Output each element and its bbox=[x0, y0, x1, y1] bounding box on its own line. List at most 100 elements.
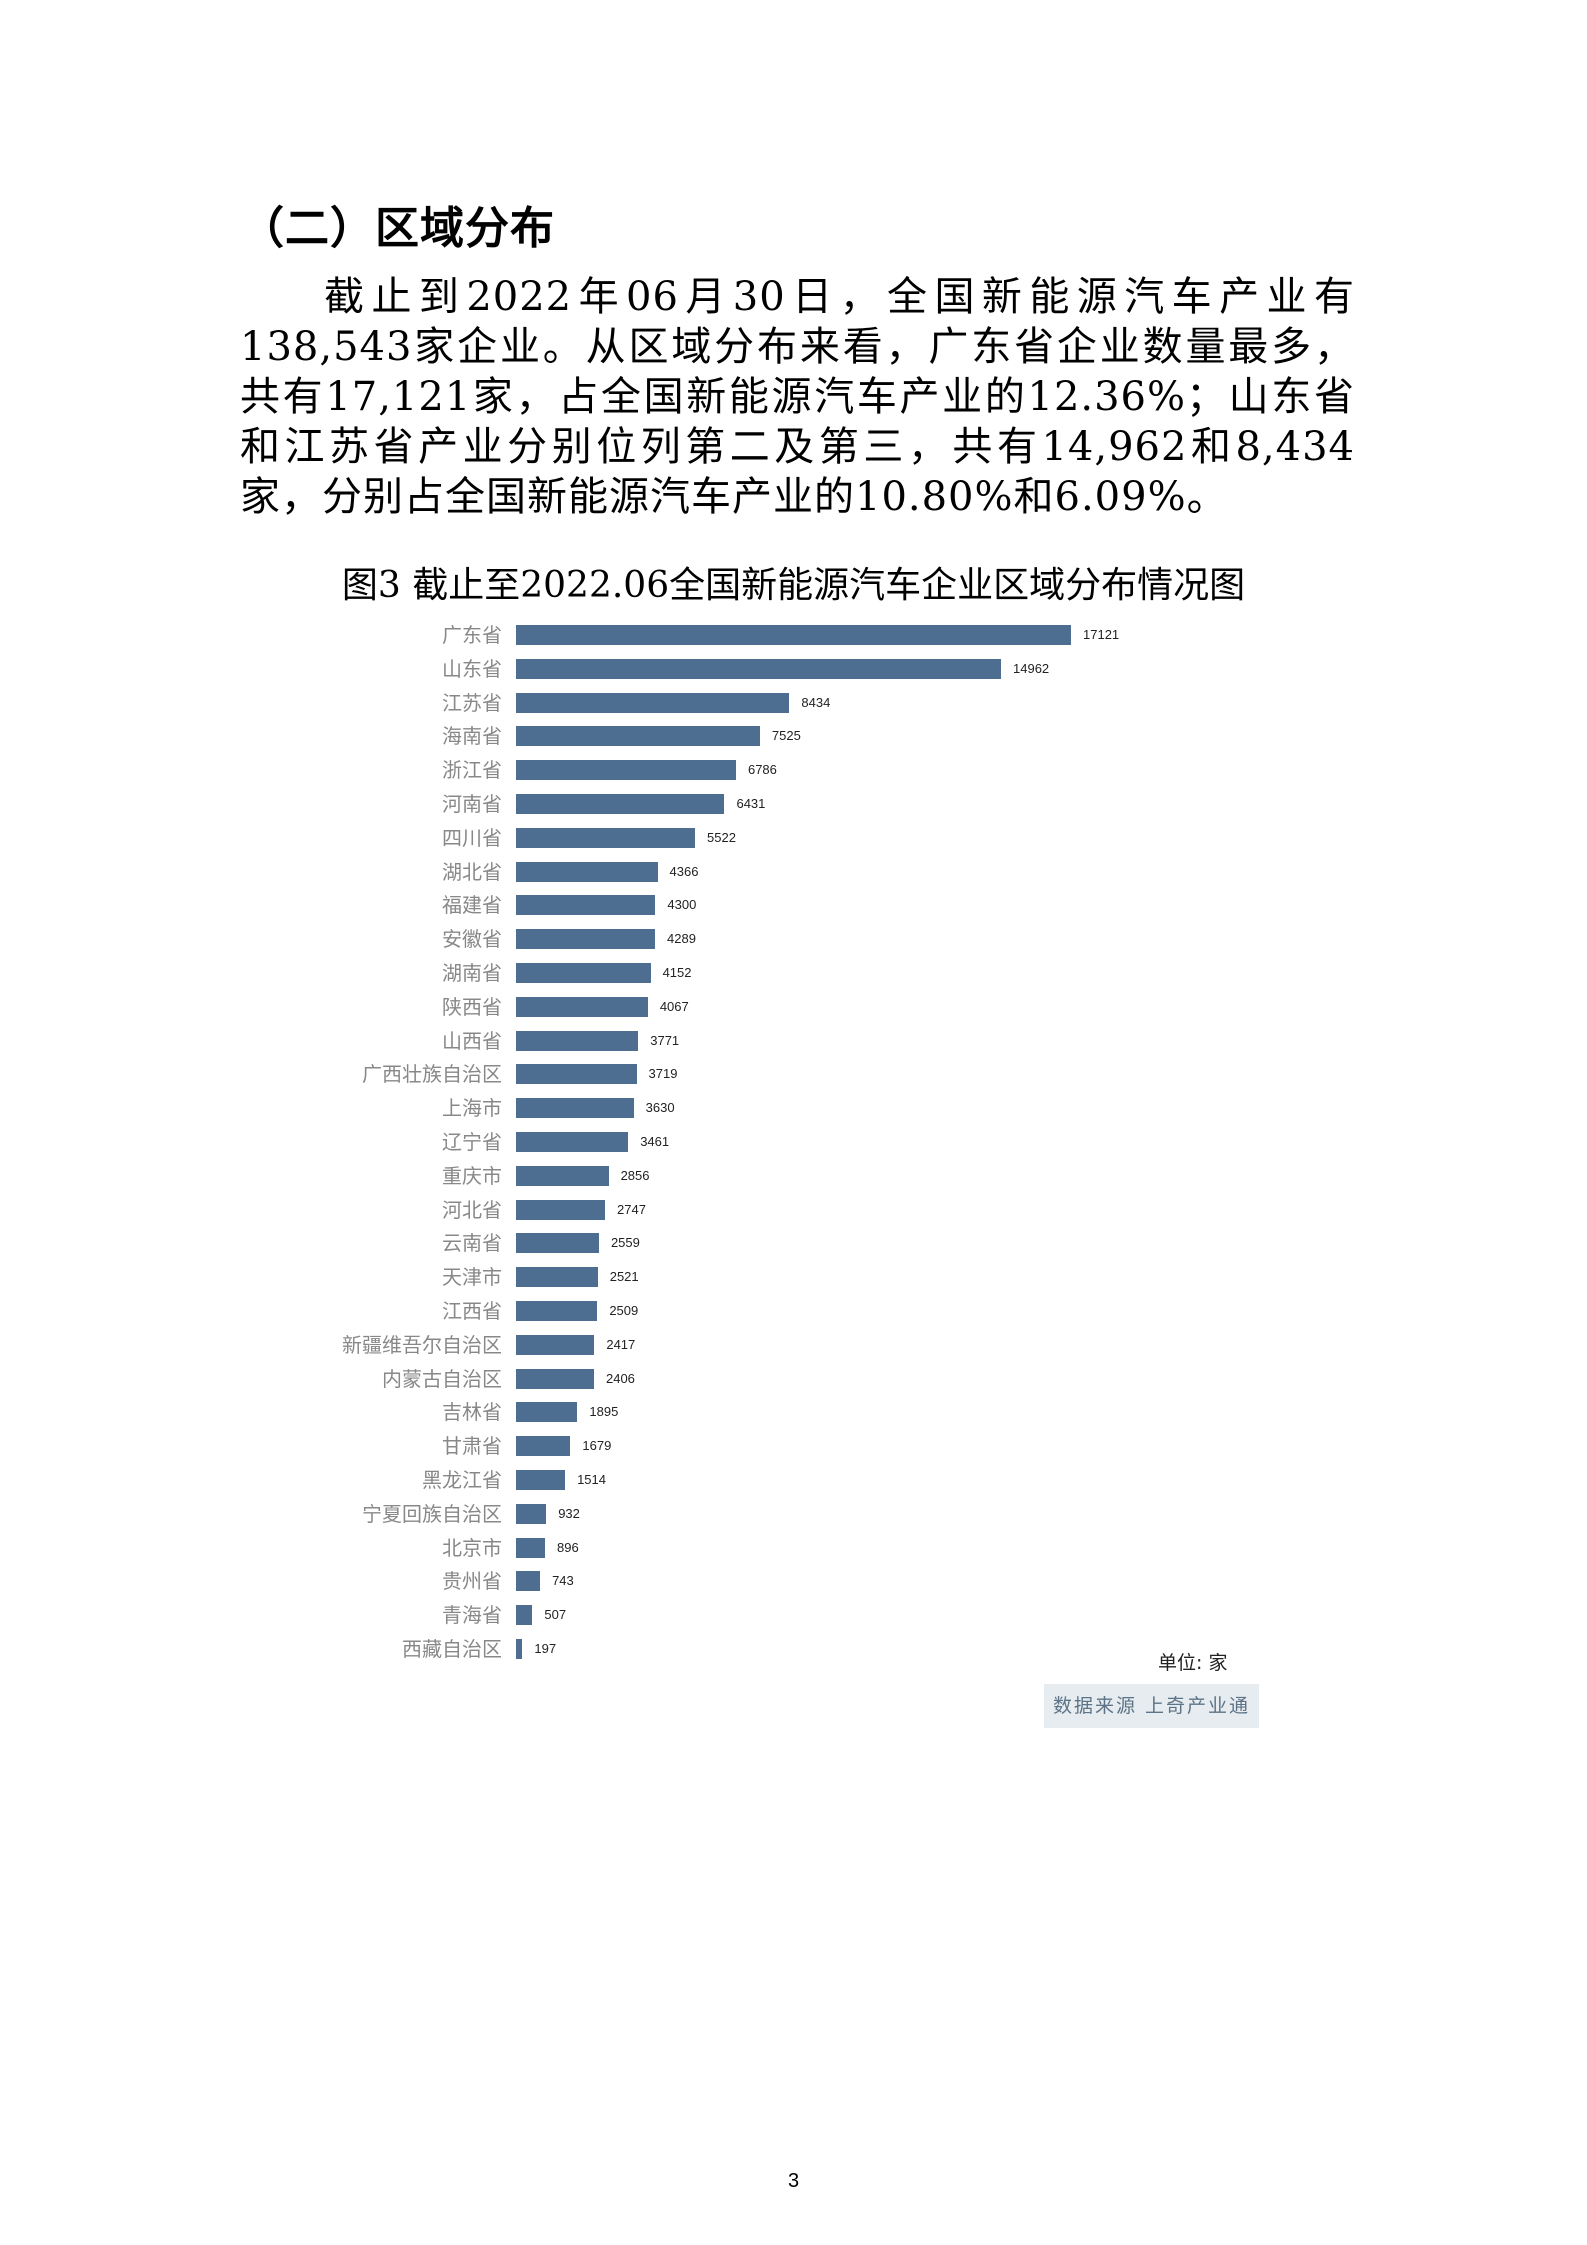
category-label: 重庆市 bbox=[442, 1163, 502, 1188]
value-label: 2521 bbox=[609, 1269, 639, 1285]
chart-row: 安徽省 4289 bbox=[0, 922, 1587, 956]
value-label: 507 bbox=[544, 1607, 567, 1623]
page-number: 3 bbox=[787, 2170, 800, 2192]
chart-row: 海南省 7525 bbox=[0, 719, 1587, 753]
chart-row: 江苏省 8434 bbox=[0, 686, 1587, 720]
value-label: 4067 bbox=[659, 998, 689, 1014]
value-label: 896 bbox=[557, 1539, 579, 1555]
bar bbox=[516, 929, 656, 950]
chart-row: 北京市 896 bbox=[0, 1531, 1587, 1565]
value-label: 17121 bbox=[1083, 627, 1120, 642]
chart-row: 河南省 6431 bbox=[0, 787, 1587, 821]
chart-row: 黑龙江省 1514 bbox=[0, 1463, 1587, 1497]
bar bbox=[516, 625, 1071, 645]
chart-row: 江西省 2509 bbox=[0, 1294, 1587, 1328]
bar bbox=[516, 963, 651, 983]
value-label: 932 bbox=[558, 1505, 580, 1521]
chart-row: 山东省 14962 bbox=[0, 652, 1587, 686]
value-label: 2417 bbox=[606, 1336, 636, 1352]
bar bbox=[516, 658, 1001, 679]
value-label: 6786 bbox=[747, 762, 777, 778]
value-label: 8434 bbox=[801, 694, 831, 710]
value-label: 3719 bbox=[648, 1066, 678, 1082]
category-label: 上海市 bbox=[442, 1096, 502, 1121]
body-paragraph: 截止到2022年06月30日，全国新能源汽车产业有138,543家企业。从区域分… bbox=[240, 274, 1355, 520]
bar bbox=[516, 895, 656, 916]
bar bbox=[516, 1402, 578, 1423]
value-label: 197 bbox=[534, 1641, 557, 1656]
chart-row: 四川省 5522 bbox=[0, 821, 1587, 855]
category-label: 四川省 bbox=[442, 825, 502, 850]
value-label: 2406 bbox=[605, 1370, 635, 1386]
bar bbox=[516, 1098, 634, 1119]
unit-label: 单位: 家 bbox=[1158, 1652, 1228, 1674]
category-label: 黑龙江省 bbox=[422, 1468, 502, 1492]
chart-row: 浙江省 6786 bbox=[0, 753, 1587, 787]
value-label: 4300 bbox=[667, 897, 697, 913]
category-label: 河南省 bbox=[442, 792, 502, 816]
category-label: 山西省 bbox=[442, 1028, 502, 1053]
chart-row: 吉林省 1895 bbox=[0, 1395, 1587, 1429]
bar bbox=[516, 1233, 599, 1254]
chart-row: 湖南省 4152 bbox=[0, 956, 1587, 990]
category-label: 安徽省 bbox=[442, 927, 502, 952]
chart-row: 新疆维吾尔自治区 2417 bbox=[0, 1328, 1587, 1362]
category-label: 湖南省 bbox=[442, 961, 502, 985]
value-label: 4289 bbox=[667, 931, 696, 947]
chart-row: 上海市 3630 bbox=[0, 1091, 1587, 1125]
category-label: 青海省 bbox=[442, 1603, 502, 1628]
category-label: 陕西省 bbox=[442, 994, 502, 1019]
category-label: 新疆维吾尔自治区 bbox=[342, 1332, 502, 1357]
category-label: 江苏省 bbox=[442, 690, 502, 715]
category-label: 江西省 bbox=[442, 1299, 502, 1323]
category-label: 浙江省 bbox=[442, 758, 502, 783]
bar bbox=[516, 1165, 609, 1186]
value-label: 3630 bbox=[645, 1100, 675, 1116]
value-label: 3461 bbox=[640, 1134, 670, 1149]
chart-title: 图3 截止至2022.06全国新能源汽车企业区域分布情况图 bbox=[341, 565, 1246, 606]
value-label: 2509 bbox=[609, 1303, 639, 1318]
category-label: 辽宁省 bbox=[442, 1130, 502, 1154]
category-label: 甘肃省 bbox=[442, 1434, 502, 1459]
bar bbox=[516, 1571, 541, 1592]
value-label: 2559 bbox=[610, 1235, 640, 1251]
category-label: 海南省 bbox=[442, 724, 502, 749]
value-label: 5522 bbox=[707, 829, 736, 845]
chart-row: 山西省 3771 bbox=[0, 1024, 1587, 1058]
bar bbox=[516, 1334, 595, 1355]
value-label: 743 bbox=[552, 1573, 574, 1589]
bar bbox=[516, 861, 658, 882]
category-label: 北京市 bbox=[442, 1535, 502, 1560]
category-label: 内蒙古自治区 bbox=[382, 1366, 502, 1391]
bar bbox=[516, 827, 695, 848]
category-label: 广东省 bbox=[442, 623, 502, 647]
category-label: 广西壮族自治区 bbox=[362, 1062, 502, 1087]
bar bbox=[516, 1030, 639, 1051]
category-label: 云南省 bbox=[442, 1231, 502, 1256]
chart-row: 重庆市 2856 bbox=[0, 1159, 1587, 1193]
bar bbox=[516, 1267, 598, 1288]
section-title: （二）区域分布 bbox=[240, 203, 555, 254]
bar bbox=[516, 760, 736, 781]
chart-row: 西藏自治区 197 bbox=[0, 1632, 1587, 1666]
bar bbox=[516, 1470, 566, 1490]
chart-row: 福建省 4300 bbox=[0, 888, 1587, 922]
value-label: 1895 bbox=[589, 1404, 619, 1420]
category-label: 宁夏回族自治区 bbox=[362, 1501, 502, 1526]
value-label: 4152 bbox=[662, 965, 692, 980]
category-label: 山东省 bbox=[442, 656, 502, 681]
bar bbox=[516, 1199, 606, 1220]
chart-row: 云南省 2559 bbox=[0, 1226, 1587, 1260]
category-label: 贵州省 bbox=[442, 1569, 502, 1594]
chart-row: 宁夏回族自治区 932 bbox=[0, 1497, 1587, 1531]
value-label: 14962 bbox=[1013, 660, 1050, 676]
value-label: 1514 bbox=[577, 1472, 606, 1487]
bar bbox=[516, 726, 760, 747]
bar bbox=[516, 1132, 629, 1152]
chart-row: 甘肃省 1679 bbox=[0, 1429, 1587, 1463]
category-label: 天津市 bbox=[442, 1265, 502, 1290]
bar bbox=[516, 794, 725, 814]
chart-row: 内蒙古自治区 2406 bbox=[0, 1362, 1587, 1396]
chart-row: 辽宁省 3461 bbox=[0, 1125, 1587, 1159]
value-label: 4366 bbox=[669, 863, 699, 879]
